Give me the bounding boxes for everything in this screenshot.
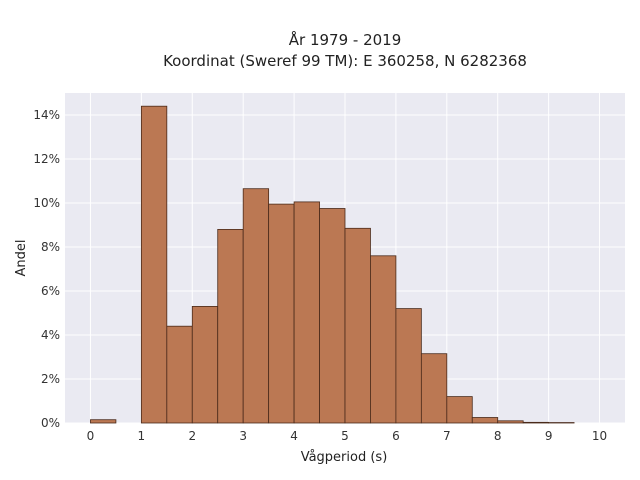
histogram-bar [471, 417, 499, 424]
histogram-bar [166, 325, 193, 424]
histogram-bar [420, 353, 448, 424]
histogram-bar [370, 255, 397, 424]
y-tick-label: 2% [41, 372, 60, 386]
y-axis-label: Andel [14, 240, 29, 277]
histogram-bar [446, 396, 473, 424]
histogram-bar [293, 201, 320, 424]
x-tick-label: 5 [341, 429, 349, 443]
x-tick-label: 2 [188, 429, 196, 443]
histogram-bar [242, 188, 270, 424]
y-tick-label: 0% [41, 416, 60, 430]
x-tick-label: 0 [87, 429, 95, 443]
x-tick-label: 7 [443, 429, 451, 443]
histogram-bar [319, 208, 346, 424]
chart-title-line1: År 1979 - 2019 [289, 30, 402, 49]
x-tick-label: 1 [138, 429, 146, 443]
histogram-bar [497, 420, 524, 424]
x-axis-label: Vågperiod (s) [301, 450, 388, 465]
histogram-bar [268, 203, 295, 424]
x-tick-label: 4 [290, 429, 298, 443]
y-tick-label: 12% [33, 152, 60, 166]
bars [90, 105, 575, 424]
x-tick-label: 8 [494, 429, 502, 443]
tick-labels: 0 1 2 3 4 5 6 7 8 9 10 0% 2% 4% 6% 8% 10% 12% 14% [33, 108, 607, 443]
x-tick-label: 6 [392, 429, 400, 443]
histogram-bar [395, 308, 422, 424]
histogram-bar [191, 305, 219, 424]
histogram-bar [522, 421, 550, 424]
x-tick-label: 3 [239, 429, 247, 443]
histogram-bar [90, 419, 117, 424]
y-tick-label: 14% [33, 108, 60, 122]
histogram-bar [140, 105, 168, 424]
y-tick-label: 4% [41, 328, 60, 342]
y-tick-label: 6% [41, 284, 60, 298]
y-tick-label: 10% [33, 196, 60, 210]
histogram-bar [344, 227, 371, 424]
chart-title-line2: Koordinat (Sweref 99 TM): E 360258, N 62… [163, 52, 527, 70]
x-tick-label: 9 [545, 429, 553, 443]
histogram-bar [217, 228, 244, 424]
x-tick-label: 10 [592, 429, 607, 443]
y-tick-label: 8% [41, 240, 60, 254]
